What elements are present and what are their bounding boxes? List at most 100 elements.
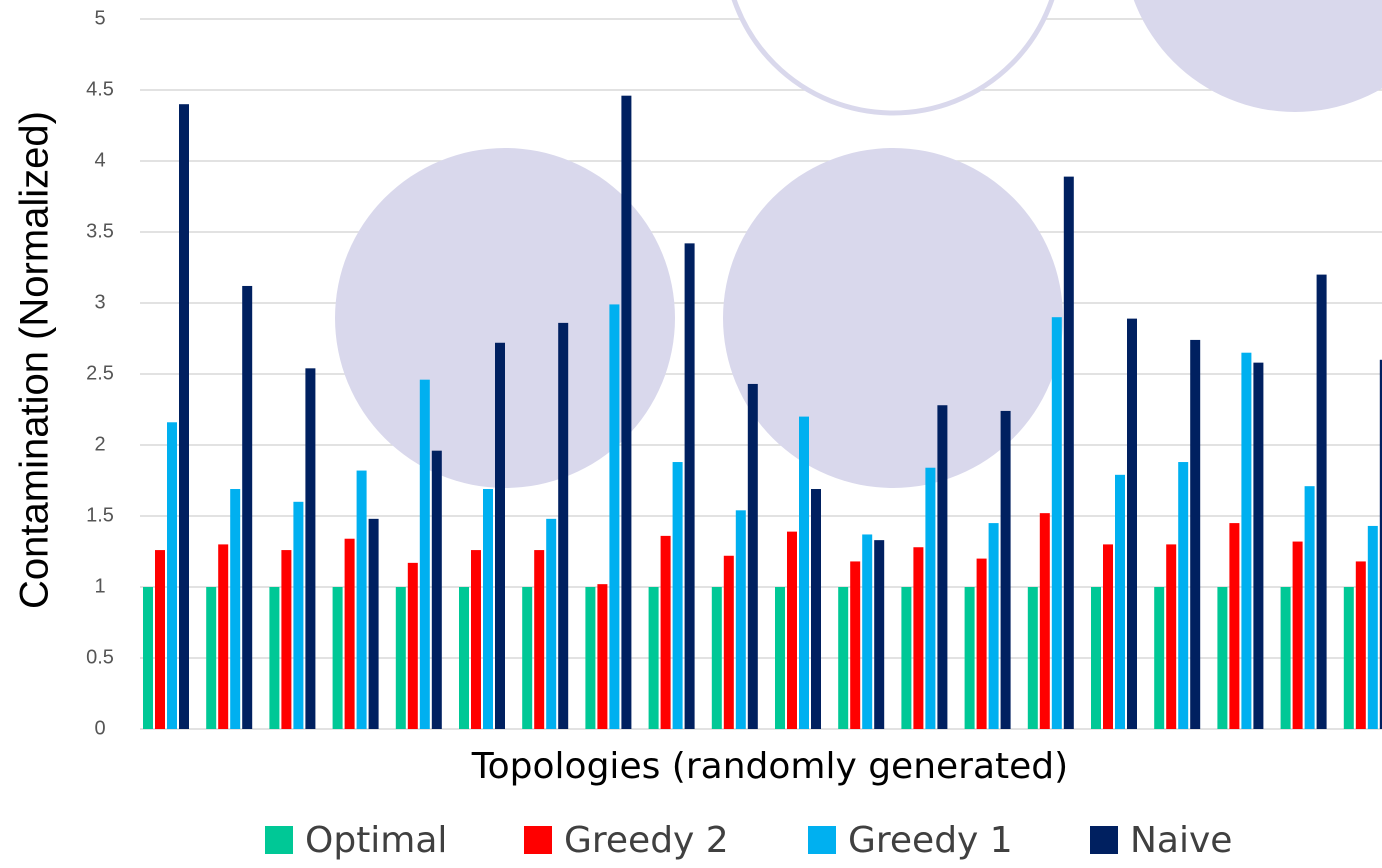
y-tick-label: 5: [94, 7, 105, 29]
bar: [1001, 411, 1011, 729]
bar: [1281, 587, 1291, 729]
y-tick-label: 4: [94, 149, 105, 171]
bar: [1052, 317, 1062, 729]
chart: 0 0.5 1 1.5 2 2.5 3 3.5 4 4.5 5 Contamination (Nor…: [0, 0, 1382, 868]
bar: [1091, 587, 1101, 729]
bar: [155, 550, 165, 729]
bar: [230, 489, 240, 729]
bar: [293, 502, 303, 729]
decor-circle: [725, 0, 1061, 113]
legend-label: Naive: [1130, 820, 1232, 861]
decor-circle: [723, 148, 1063, 488]
bar: [937, 405, 947, 729]
legend-label: Optimal: [305, 820, 447, 861]
bar: [1166, 544, 1176, 729]
bar: [748, 384, 758, 729]
y-tick-label: 4.5: [86, 78, 114, 100]
bar: [609, 304, 619, 729]
bar: [1356, 561, 1366, 729]
bar: [1028, 587, 1038, 729]
bar: [1229, 523, 1239, 729]
y-tick-label: 3: [94, 291, 105, 313]
bar: [862, 534, 872, 729]
bar: [1190, 340, 1200, 729]
legend-swatch: [1090, 826, 1118, 854]
y-tick-label: 1.5: [86, 504, 114, 526]
bar: [1154, 587, 1164, 729]
y-tick-label: 0: [94, 717, 105, 739]
bar: [799, 417, 809, 729]
bar: [989, 523, 999, 729]
bar: [420, 380, 430, 729]
legend-swatch: [808, 826, 836, 854]
y-axis-title: Contamination (Normalized): [13, 111, 57, 609]
bar: [143, 587, 153, 729]
y-tick-label: 2: [94, 433, 105, 455]
bar: [1103, 544, 1113, 729]
bar: [1368, 526, 1378, 729]
bar: [1253, 363, 1263, 729]
bar: [522, 587, 532, 729]
bar: [1344, 587, 1354, 729]
bar: [218, 544, 228, 729]
bar: [874, 540, 884, 729]
bar: [281, 550, 291, 729]
bar: [1241, 353, 1251, 729]
bar: [649, 587, 659, 729]
bar: [977, 559, 987, 729]
bar: [661, 536, 671, 729]
bar: [483, 489, 493, 729]
bar: [1305, 486, 1315, 729]
decoration: [335, 0, 1382, 488]
y-tick-label: 0.5: [86, 646, 114, 668]
bar: [269, 587, 279, 729]
bar: [1317, 275, 1327, 729]
bar: [546, 519, 556, 729]
bar: [432, 451, 442, 729]
bar: [179, 104, 189, 729]
bar: [850, 561, 860, 729]
bar: [206, 587, 216, 729]
bar: [1217, 587, 1227, 729]
bar: [736, 510, 746, 729]
bar: [685, 243, 695, 729]
bar: [597, 584, 607, 729]
bar: [558, 323, 568, 729]
bar: [1293, 542, 1303, 729]
decor-circle: [1123, 0, 1382, 112]
bar: [534, 550, 544, 729]
bar: [1064, 177, 1074, 729]
bar: [333, 587, 343, 729]
bar: [345, 539, 355, 729]
y-tick-label: 3.5: [86, 220, 114, 242]
bar: [1115, 475, 1125, 729]
legend-swatch: [524, 826, 552, 854]
bar: [775, 587, 785, 729]
bar: [901, 587, 911, 729]
bar: [305, 368, 315, 729]
bar: [495, 343, 505, 729]
legend-swatch: [265, 826, 293, 854]
bar: [369, 519, 379, 729]
bar: [1178, 462, 1188, 729]
bar: [838, 587, 848, 729]
bar: [408, 563, 418, 729]
bar: [965, 587, 975, 729]
y-tick-label: 2.5: [86, 362, 114, 384]
bar: [913, 547, 923, 729]
bar: [585, 587, 595, 729]
bar: [673, 462, 683, 729]
bar: [167, 422, 177, 729]
legend-label: Greedy 2: [564, 820, 729, 861]
bar: [471, 550, 481, 729]
bar: [1127, 319, 1137, 729]
bar: [396, 587, 406, 729]
bar: [459, 587, 469, 729]
bar: [724, 556, 734, 729]
y-tick-label: 1: [94, 575, 105, 597]
bar: [242, 286, 252, 729]
bar: [1040, 513, 1050, 729]
bar: [925, 468, 935, 729]
bar: [712, 587, 722, 729]
